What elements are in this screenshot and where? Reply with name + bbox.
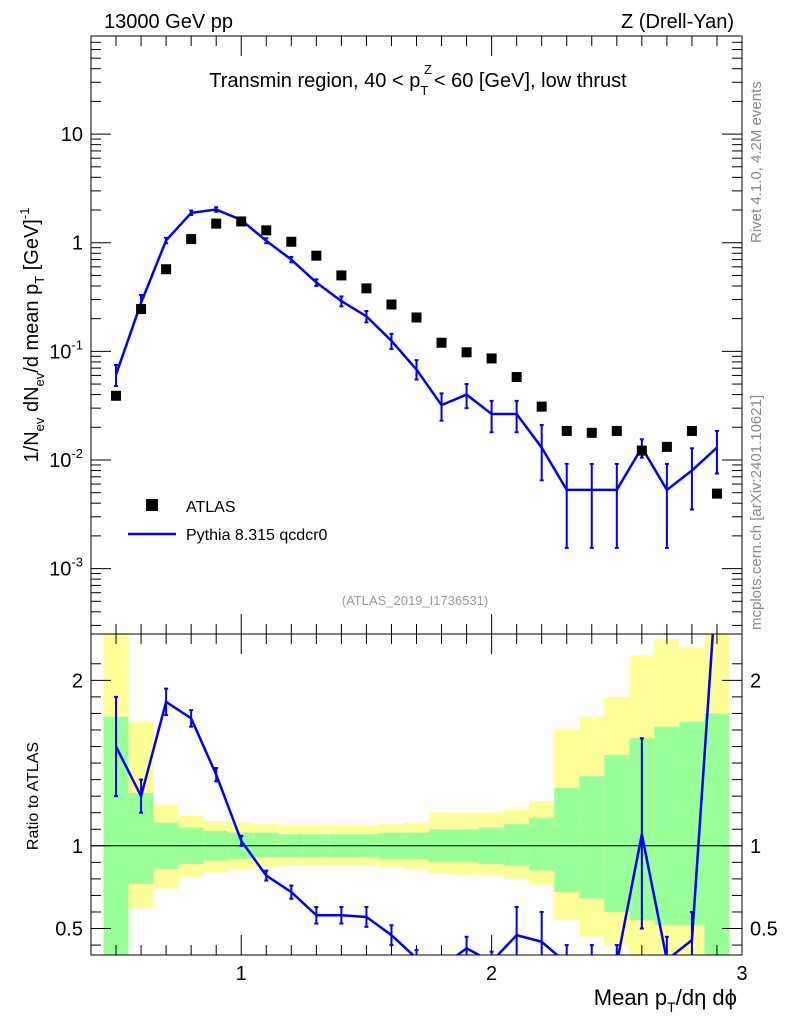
main-y-tick-label: 1 <box>72 233 83 255</box>
atlas-data-point <box>211 218 222 229</box>
atlas-data-point <box>461 347 472 358</box>
atlas-data-point <box>261 225 272 236</box>
green-band-bin <box>529 817 555 871</box>
ratio-panel-data <box>114 634 715 955</box>
main-y-axis-label: 1/Nev dNev/d mean pT [GeV]-1 <box>17 208 47 463</box>
plot-title-superscript: Z <box>424 62 432 77</box>
atlas-data-point <box>486 353 497 364</box>
atlas-data-point <box>436 337 447 348</box>
green-band-bin <box>253 832 279 858</box>
ratio-y-tick-label-right: 2 <box>750 670 761 692</box>
main-y-tick-label: 10-2 <box>49 446 83 472</box>
mcplots-label: mcplots.cern.ch [arXiv:2401.10621] <box>748 395 765 630</box>
atlas-data-point <box>711 488 722 499</box>
main-y-tick-label: 10 <box>61 124 83 146</box>
atlas-data-point <box>361 283 372 294</box>
atlas-data-point <box>161 264 172 275</box>
rivet-label: Rivet 4.1.0, 4.2M events <box>748 81 765 243</box>
atlas-data-point <box>561 425 572 436</box>
atlas-data-point <box>311 250 322 261</box>
ratio-y-axis-label: Ratio to ATLAS <box>25 742 42 850</box>
ratio-y-tick-label: 0.5 <box>55 919 83 941</box>
analysis-watermark: (ATLAS_2019_I1736531) <box>342 593 488 608</box>
legend-mc-label: Pythia 8.315 qcdcr0 <box>186 527 328 544</box>
ratio-y-tick-label-right: 1 <box>750 836 761 858</box>
x-tick-label: 2 <box>486 963 497 985</box>
atlas-data-point <box>411 312 422 323</box>
legend-atlas-label: ATLAS <box>186 499 236 516</box>
atlas-data-point <box>511 372 522 383</box>
legend: ATLAS Pythia 8.315 qcdcr0 <box>128 499 328 544</box>
main-panel-data <box>111 206 722 549</box>
ratio-y-tick-label: 2 <box>72 670 83 692</box>
atlas-data-point <box>536 401 547 412</box>
ratio-uncertainty-bands <box>103 634 730 955</box>
green-band-bin <box>654 726 680 926</box>
atlas-data-point <box>111 390 122 401</box>
green-band-bin <box>579 776 605 899</box>
plot-title: Transmin region, 40 < pT < 60 [GeV], low… <box>209 70 627 98</box>
atlas-data-point <box>686 425 697 436</box>
ratio-mc-group <box>114 634 715 955</box>
atlas-data-point <box>661 441 672 452</box>
x-tick-label: 3 <box>736 963 747 985</box>
energy-label: 13000 GeV pp <box>104 11 233 33</box>
atlas-data-point <box>286 236 297 247</box>
green-band-bin <box>504 824 530 866</box>
atlas-data-point <box>636 445 647 456</box>
green-band-bin <box>704 713 730 955</box>
atlas-data-point <box>336 270 347 281</box>
ratio-y-tick-label: 1 <box>72 836 83 858</box>
atlas-data-point <box>586 427 597 438</box>
process-label: Z (Drell-Yan) <box>621 11 734 33</box>
x-tick-label: 1 <box>236 963 247 985</box>
atlas-data-point <box>136 304 147 315</box>
legend-atlas-marker <box>146 499 158 511</box>
atlas-data-point <box>186 234 197 245</box>
ratio-y-tick-label-right: 0.5 <box>750 919 778 941</box>
green-band-bin <box>554 787 580 893</box>
atlas-data-point <box>611 425 622 436</box>
green-band-bin <box>604 754 630 912</box>
atlas-data-point <box>386 299 397 310</box>
atlas-data-point <box>236 216 247 227</box>
